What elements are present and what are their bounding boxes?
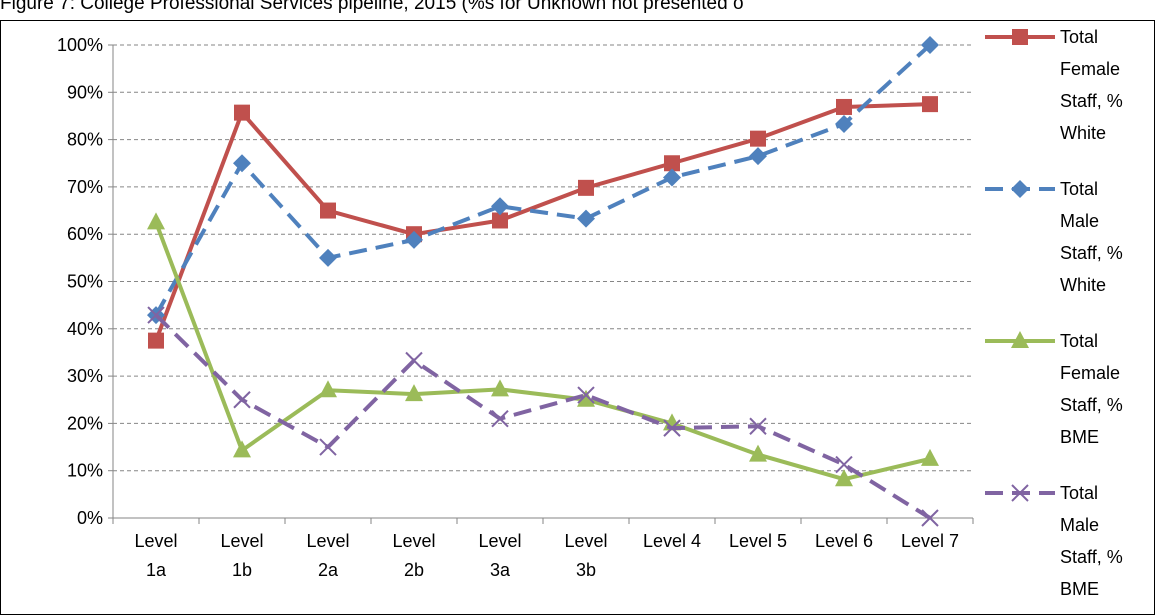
point xyxy=(147,212,165,230)
series-line xyxy=(154,102,931,342)
point xyxy=(233,154,251,173)
point xyxy=(749,444,767,462)
point xyxy=(492,212,508,229)
point xyxy=(234,104,250,121)
point xyxy=(233,440,251,458)
x-tick-label: Level 3a xyxy=(478,531,522,580)
point xyxy=(147,306,165,324)
series-line xyxy=(154,221,931,482)
series-line xyxy=(154,313,932,520)
point xyxy=(835,114,853,133)
x-tick-label: Level 6 xyxy=(814,531,874,551)
x-tick-label: Level 2a xyxy=(306,531,350,580)
y-tick-label: 10% xyxy=(67,461,103,481)
point xyxy=(405,230,423,249)
point xyxy=(578,179,594,196)
x-tick-label: Level 2b xyxy=(392,531,436,580)
point xyxy=(921,448,939,466)
x-tick-label: Level 4 xyxy=(642,531,702,551)
chart-title: Figure 7: College Professional Services … xyxy=(0,0,744,14)
legend-marker xyxy=(1011,331,1029,348)
point xyxy=(491,379,509,397)
point xyxy=(233,391,251,409)
y-tick-label: 40% xyxy=(67,319,103,339)
point xyxy=(663,419,681,437)
point xyxy=(835,455,853,474)
x-tick-label: Level 7 xyxy=(900,531,960,551)
legend-label: Total Male Staff, % White xyxy=(1060,179,1123,295)
legend-marker xyxy=(1011,180,1029,198)
legend-marker xyxy=(1011,484,1029,502)
point xyxy=(922,96,938,113)
y-tick-label: 0% xyxy=(77,508,103,528)
point xyxy=(921,36,939,54)
point xyxy=(577,389,595,407)
point xyxy=(577,386,595,404)
point xyxy=(405,384,423,402)
y-tick-label: 20% xyxy=(67,413,103,433)
y-tick-label: 60% xyxy=(67,224,103,244)
y-tick-label: 30% xyxy=(67,366,103,386)
point xyxy=(148,332,164,349)
point xyxy=(749,417,767,435)
point xyxy=(750,130,766,147)
legend-label: Total Male Staff, % BME xyxy=(1060,483,1123,599)
point xyxy=(749,147,767,166)
point xyxy=(319,438,337,456)
point xyxy=(663,168,681,187)
point xyxy=(405,351,423,370)
legend-label: Total Female Staff, % White xyxy=(1060,27,1123,143)
x-tick-label: Level 5 xyxy=(728,531,788,551)
x-tick-label: Level 1b xyxy=(220,531,264,580)
chart-frame xyxy=(0,20,1155,615)
point xyxy=(921,509,939,527)
x-tick-label: Level 3b xyxy=(564,531,608,580)
point xyxy=(319,380,337,398)
point xyxy=(664,155,680,172)
y-tick-label: 100% xyxy=(57,35,103,55)
point xyxy=(319,248,337,267)
point xyxy=(836,98,852,115)
point xyxy=(491,409,509,428)
point xyxy=(491,197,509,216)
legend-marker xyxy=(1012,29,1028,45)
point xyxy=(577,209,595,228)
y-tick-label: 70% xyxy=(67,177,103,197)
x-tick-label: Level 1a xyxy=(134,531,178,580)
point xyxy=(835,469,853,487)
series-line xyxy=(154,43,932,317)
point xyxy=(320,202,336,219)
y-tick-label: 90% xyxy=(67,82,103,102)
y-tick-label: 80% xyxy=(67,130,103,150)
y-tick-label: 50% xyxy=(67,272,103,292)
legend-label: Total Female Staff, % BME xyxy=(1060,331,1123,447)
